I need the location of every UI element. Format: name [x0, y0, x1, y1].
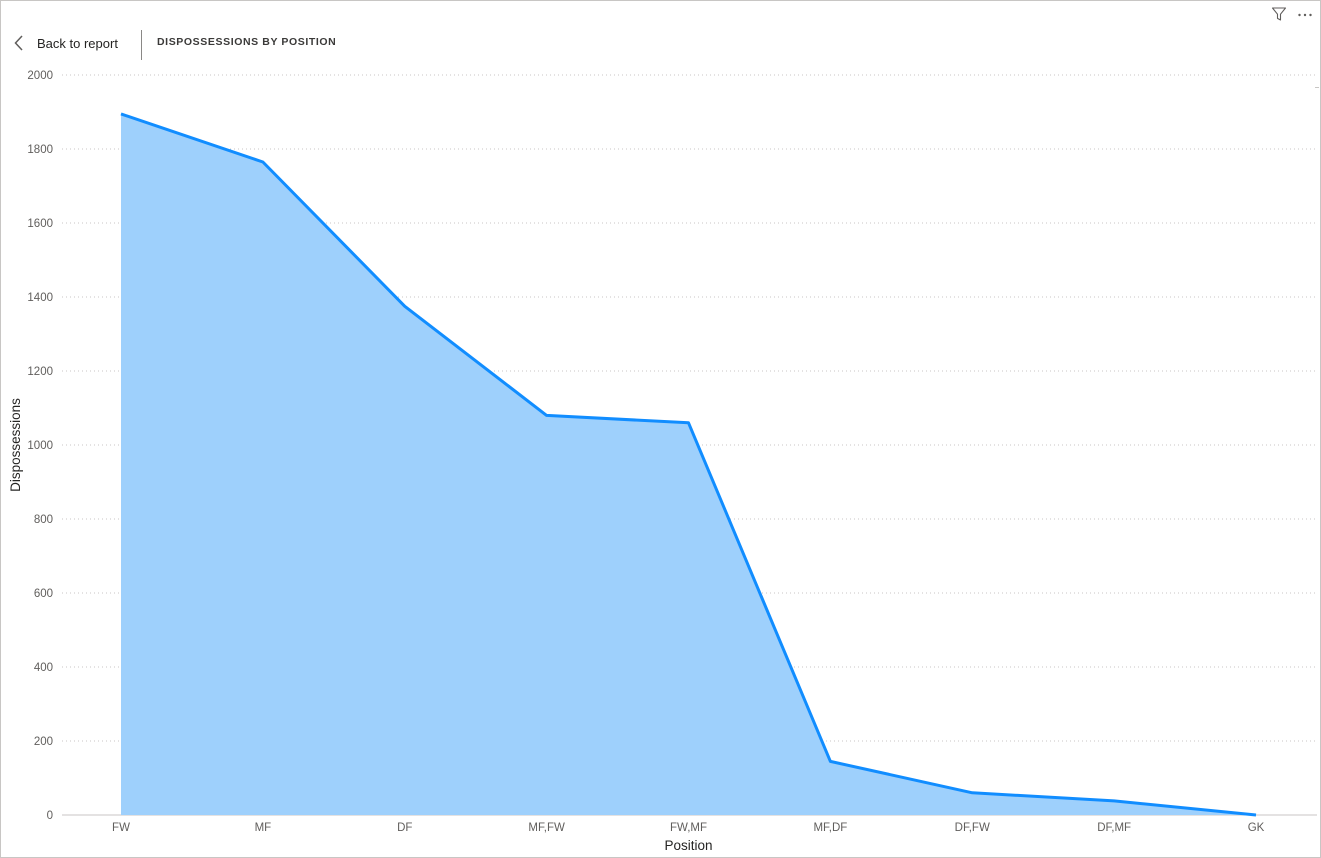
series-layer	[118, 111, 1259, 818]
x-tick-label: DF,FW	[955, 822, 990, 834]
x-tick-label: MF,DF	[813, 822, 847, 834]
chevron-left-icon	[14, 35, 23, 51]
y-axis-title: Dispossessions	[8, 398, 23, 492]
x-tick-label: DF,MF	[1097, 822, 1131, 834]
y-tick-label: 1800	[27, 144, 53, 156]
data-point[interactable]	[1253, 812, 1259, 818]
focus-mode-header: Back to report DISPOSSESSIONS BY POSITIO…	[0, 0, 1319, 88]
visual-title: DISPOSSESSIONS BY POSITION	[157, 36, 337, 48]
area-fill	[121, 113, 1256, 815]
edge-tick	[1315, 87, 1319, 88]
x-tick-label: FW,MF	[670, 822, 707, 834]
more-options-icon[interactable]	[1297, 6, 1313, 22]
y-tick-label: 1600	[27, 218, 53, 230]
y-tick-label: 800	[34, 514, 53, 526]
back-to-report-label: Back to report	[37, 35, 118, 51]
y-tick-label: 200	[34, 736, 53, 748]
header-divider	[141, 30, 142, 60]
data-point[interactable]	[118, 111, 124, 117]
filter-icon[interactable]	[1271, 6, 1287, 22]
data-point[interactable]	[827, 758, 833, 764]
x-tick-label: FW	[112, 822, 130, 834]
y-axis-ticks: 0 200 400 600 800 1000 1200 1400 1600 1800 2000	[27, 70, 53, 822]
y-tick-label: 2000	[27, 70, 53, 82]
y-tick-label: 1400	[27, 292, 53, 304]
y-tick-label: 0	[47, 810, 53, 822]
y-tick-label: 1000	[27, 440, 53, 452]
back-to-report-button[interactable]: Back to report	[14, 30, 118, 56]
data-point[interactable]	[544, 412, 550, 418]
data-point[interactable]	[402, 303, 408, 309]
x-tick-label: MF	[255, 822, 272, 834]
x-tick-label: MF,FW	[528, 822, 565, 834]
data-point[interactable]	[1111, 798, 1117, 804]
data-point[interactable]	[686, 420, 692, 426]
series-line	[120, 112, 1257, 817]
visual-header-icons	[1271, 6, 1313, 22]
y-tick-label: 1200	[27, 366, 53, 378]
y-tick-label: 400	[34, 662, 53, 674]
x-tick-label: DF	[397, 822, 412, 834]
x-tick-label: GK	[1248, 822, 1265, 834]
x-axis-title: Position	[664, 838, 712, 853]
data-point[interactable]	[969, 790, 975, 796]
x-axis-ticks: FW MF DF MF,FW FW,MF MF,DF DF,FW DF,MF GK	[112, 822, 1265, 834]
data-point[interactable]	[260, 159, 266, 165]
y-tick-label: 600	[34, 588, 53, 600]
